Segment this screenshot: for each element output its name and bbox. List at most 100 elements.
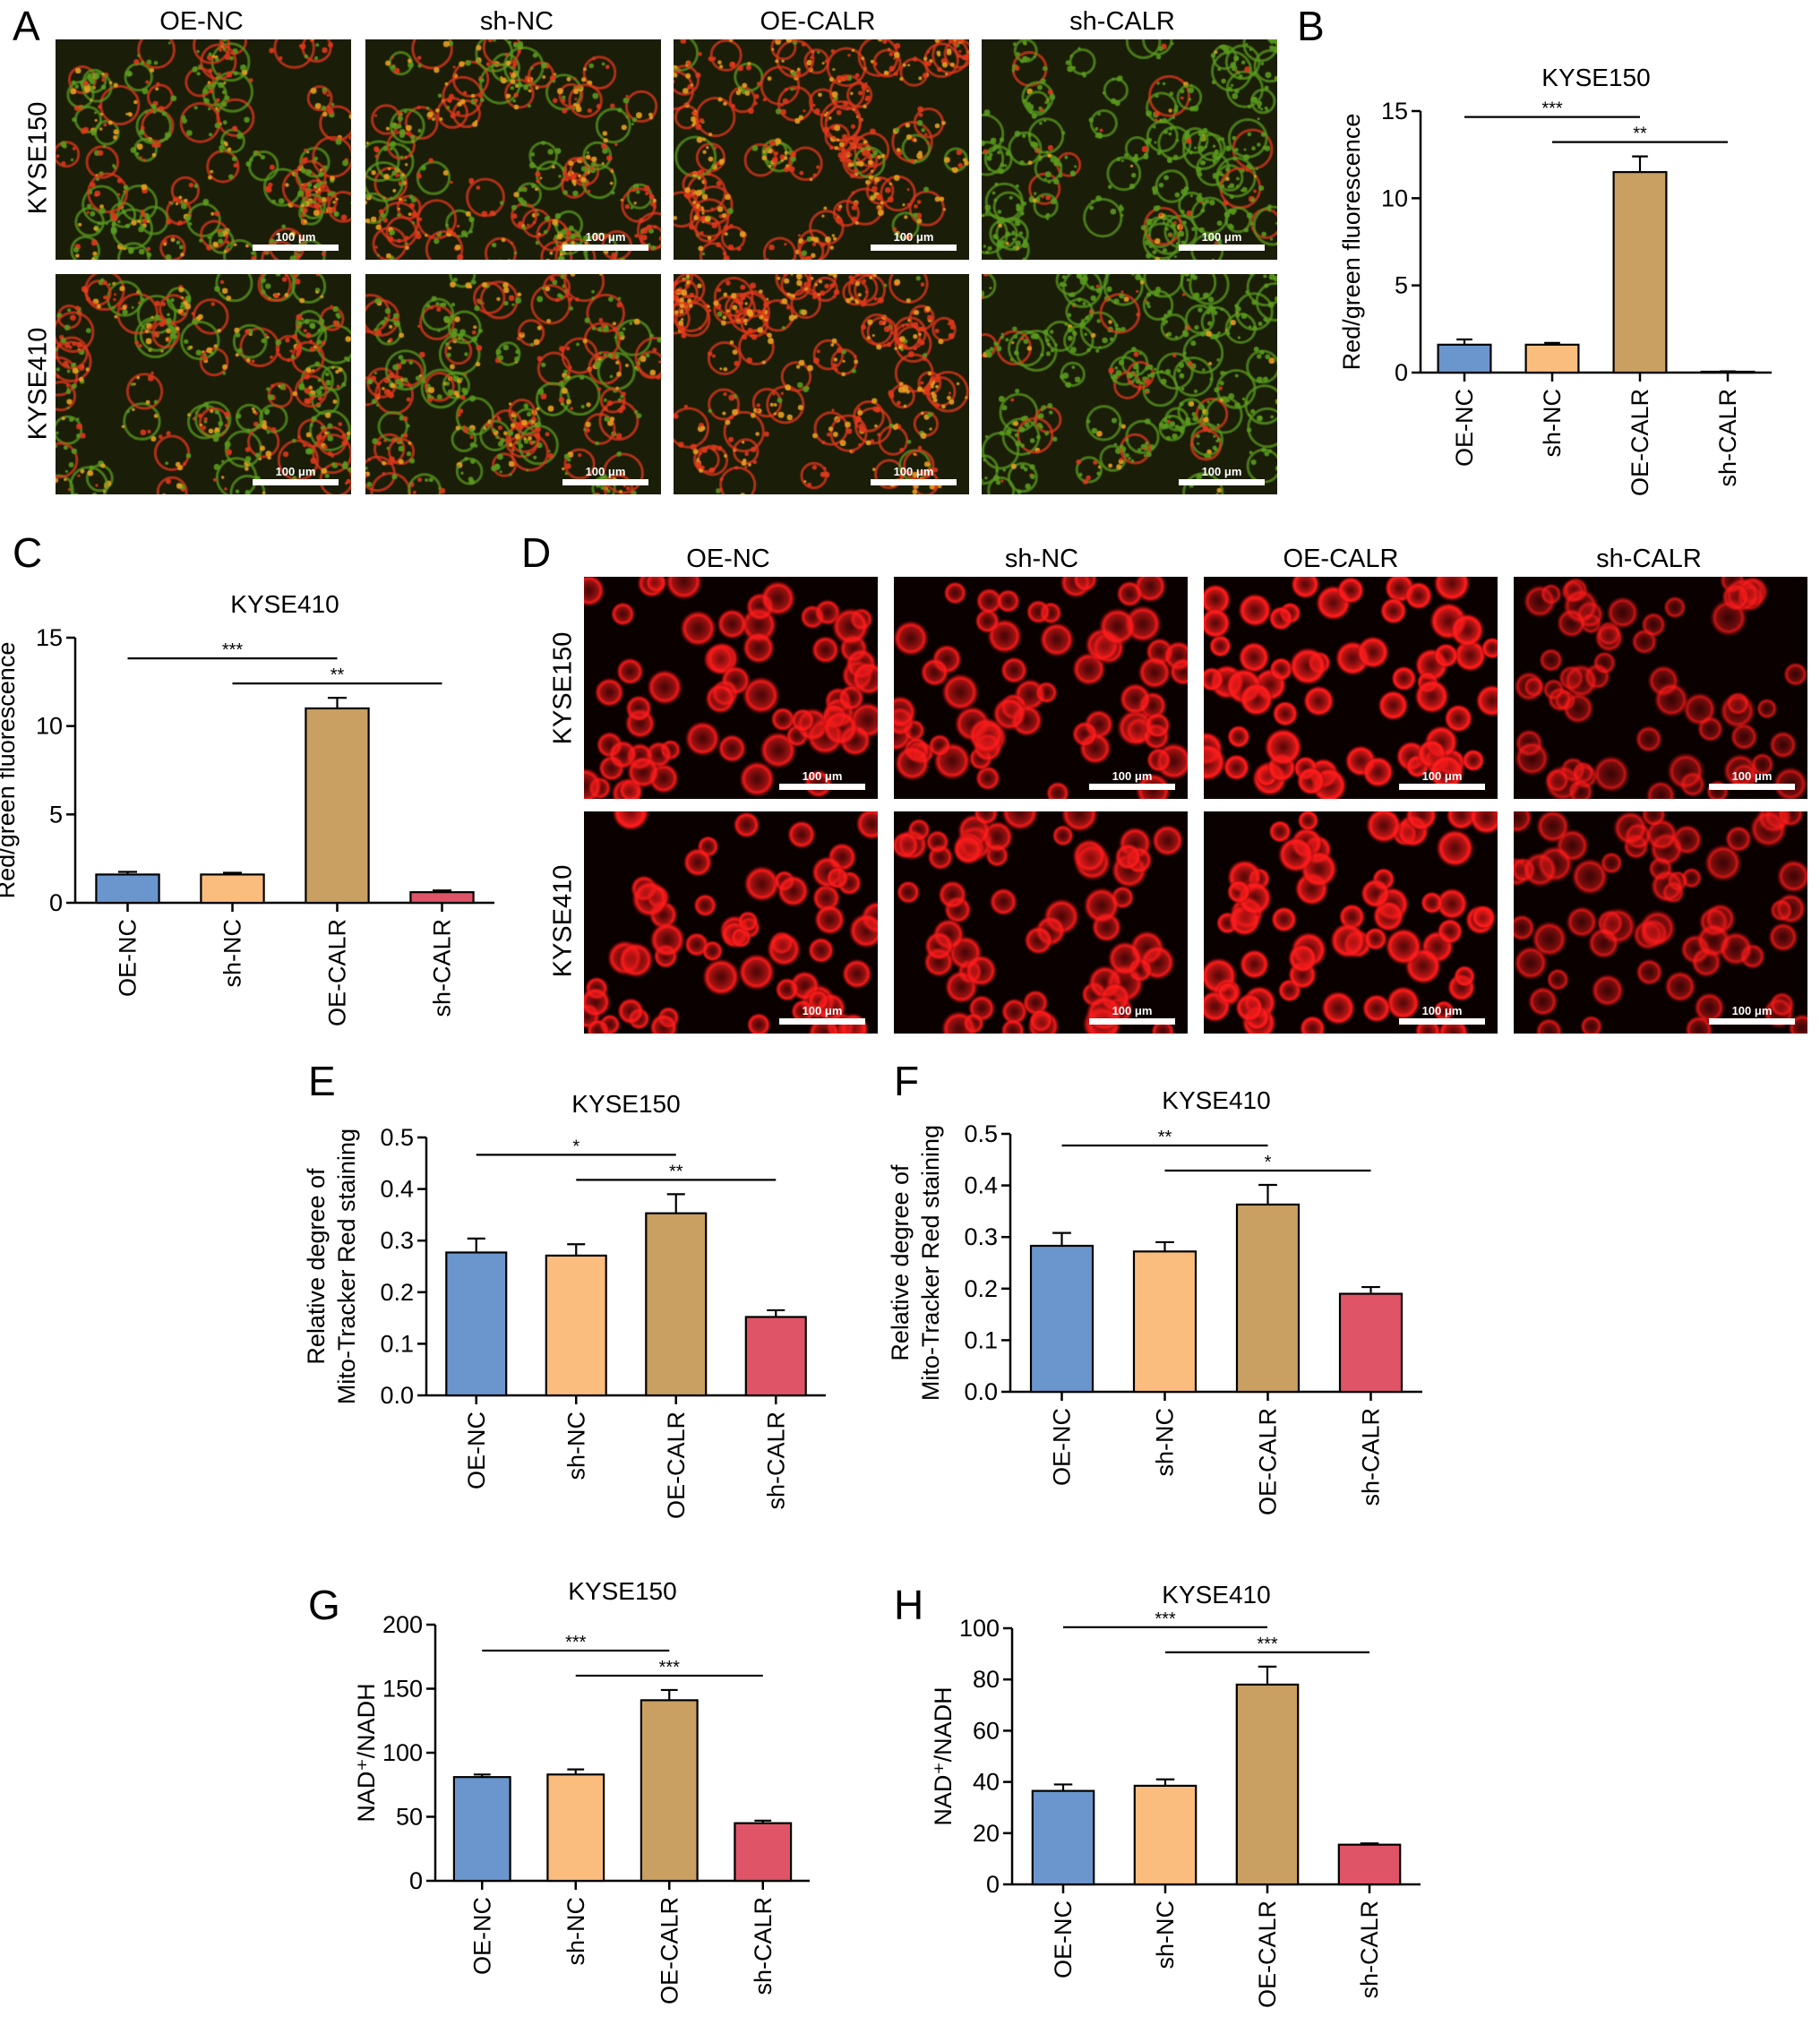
- y-tick-label: 0.2: [380, 1279, 414, 1306]
- bar: [734, 1822, 793, 1883]
- micrograph-image: [674, 39, 969, 260]
- panel-letter-c: C: [13, 529, 43, 576]
- scale-bar-label: 100 μm: [802, 769, 843, 783]
- scale-bar-label: 100 μm: [1201, 465, 1242, 478]
- micrograph-panel: 100 μm: [674, 39, 969, 260]
- micrograph-panel: 100 μm: [982, 274, 1277, 494]
- y-tick-label: 0.1: [964, 1326, 998, 1353]
- scale-bar-label: 100 μm: [275, 230, 316, 244]
- scale-bar-label: 100 μm: [1731, 1004, 1773, 1017]
- scale-bar: [562, 479, 648, 485]
- scale-bar: [1709, 784, 1795, 790]
- significance-label: **: [669, 1162, 683, 1181]
- panel-letter-g: G: [308, 1582, 340, 1628]
- y-tick-label: 0.5: [380, 1124, 414, 1151]
- y-tick-label: 15: [36, 624, 63, 651]
- micrograph-panel: 100 μm: [56, 39, 351, 260]
- column-label: OE-NC: [686, 545, 770, 573]
- x-tick-label: sh-CALR: [429, 919, 456, 1017]
- y-tick-label: 5: [1395, 272, 1408, 299]
- x-tick-label: OE-CALR: [656, 1897, 682, 2004]
- x-tick-label: sh-NC: [219, 919, 246, 988]
- bar: [640, 1699, 699, 1883]
- significance-label: *: [572, 1137, 579, 1156]
- scale-bar-label: 100 μm: [1421, 769, 1463, 783]
- micrograph-image: [1204, 577, 1498, 799]
- micrograph-grid-mitotracker: OE-NC sh-NC OE-CALR sh-CALR KYSE150 KYSE…: [549, 545, 1807, 1034]
- scale-bar: [1709, 1018, 1795, 1025]
- panel-letter-f: F: [894, 1058, 920, 1104]
- x-tick-label: sh-NC: [1539, 389, 1566, 458]
- micrograph-image: [365, 39, 661, 260]
- micrograph-panel: 100 μm: [982, 39, 1277, 260]
- scale-bar-label: 100 μm: [1731, 769, 1773, 783]
- scale-bar: [1399, 784, 1485, 790]
- scale-bar: [562, 245, 648, 251]
- bar: [546, 1773, 605, 1883]
- scale-bar: [871, 245, 957, 251]
- scale-bar: [1089, 1018, 1175, 1025]
- scale-bar: [779, 784, 865, 790]
- x-tick-label: OE-NC: [1451, 389, 1478, 467]
- y-tick-label: 0: [409, 1867, 423, 1894]
- column-label: sh-CALR: [1069, 7, 1175, 36]
- bar: [1031, 1789, 1095, 1886]
- significance-label: ***: [1257, 1635, 1278, 1654]
- chart-title: KYSE150: [1541, 64, 1650, 91]
- y-tick-label: 0: [1395, 359, 1408, 386]
- scale-bar: [1179, 479, 1265, 485]
- micrograph-panel: 100 μm: [56, 274, 351, 494]
- micrograph-image: [894, 577, 1188, 799]
- bar: [645, 1212, 708, 1397]
- scale-bar-label: 100 μm: [1421, 1004, 1463, 1017]
- micrograph-image: [584, 577, 878, 799]
- scale-bar-label: 100 μm: [585, 465, 626, 478]
- y-tick-label: 10: [36, 713, 63, 740]
- significance-label: ***: [565, 1633, 587, 1652]
- y-tick-label: 60: [973, 1717, 1000, 1744]
- scale-bar: [1179, 245, 1265, 251]
- y-tick-label: 0.5: [964, 1120, 998, 1147]
- micrograph-panel: 100 μm: [1514, 577, 1807, 799]
- micrograph-image: [982, 274, 1277, 494]
- chart-title: KYSE410: [1162, 1086, 1270, 1114]
- y-tick-label: 40: [973, 1769, 1000, 1796]
- y-tick-label: 100: [959, 1615, 1000, 1642]
- y-axis-label: Mito-Tracker Red staining: [917, 1125, 944, 1401]
- scale-bar: [779, 1018, 865, 1025]
- panel-letter-d: D: [521, 529, 552, 576]
- x-tick-label: OE-NC: [1050, 1901, 1077, 1978]
- bar: [1437, 343, 1492, 374]
- y-tick-label: 0.0: [380, 1382, 414, 1409]
- significance-label: ***: [1155, 1609, 1176, 1629]
- micrograph-panel: 100 μm: [365, 39, 661, 260]
- column-label: sh-CALR: [1596, 545, 1702, 573]
- y-axis-label: Red/green fluorescence: [0, 642, 20, 899]
- y-axis-label: Red/green fluorescence: [1338, 114, 1365, 371]
- y-tick-label: 0: [986, 1871, 1000, 1898]
- x-tick-label: sh-CALR: [1358, 1408, 1385, 1506]
- bar: [200, 873, 265, 905]
- scale-bar-label: 100 μm: [1112, 1004, 1153, 1017]
- bar: [1337, 1843, 1402, 1886]
- x-tick-label: sh-CALR: [1714, 389, 1741, 487]
- panel-letter-b: B: [1297, 3, 1325, 49]
- bar: [1235, 1683, 1300, 1886]
- scale-bar-label: 100 μm: [585, 230, 626, 244]
- chart-title: KYSE150: [568, 1577, 676, 1605]
- micrograph-panel: 100 μm: [1204, 811, 1498, 1034]
- x-tick-label: sh-CALR: [1356, 1901, 1383, 1999]
- y-axis-label: NAD⁺/NADH: [353, 1683, 380, 1822]
- y-tick-label: 80: [973, 1666, 1000, 1693]
- significance-label: *: [1265, 1153, 1272, 1172]
- x-tick-label: sh-CALR: [762, 1411, 789, 1510]
- bar: [305, 707, 370, 905]
- x-tick-label: sh-NC: [562, 1897, 589, 1966]
- micrograph-image: [365, 274, 661, 494]
- scale-bar: [1399, 1018, 1485, 1025]
- significance-label: **: [331, 665, 345, 685]
